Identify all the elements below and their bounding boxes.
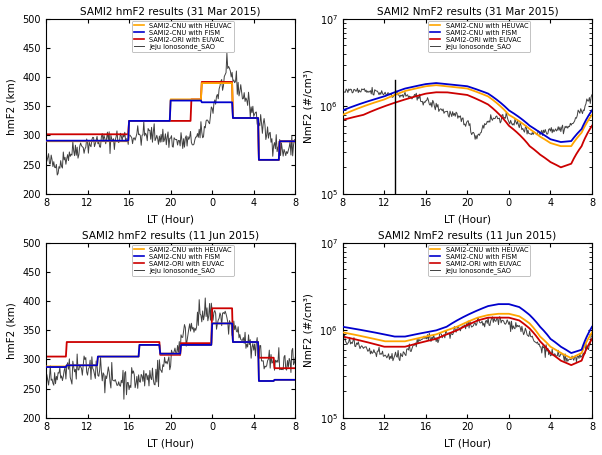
Y-axis label: hmF2 (km): hmF2 (km) [7, 302, 17, 359]
Legend: SAMI2-CNU with HEUVAC, SAMI2-CNU with FISM, SAMI2-ORI with EUVAC, Jeju Ionosonde: SAMI2-CNU with HEUVAC, SAMI2-CNU with FI… [132, 245, 234, 277]
Legend: SAMI2-CNU with HEUVAC, SAMI2-CNU with FISM, SAMI2-ORI with EUVAC, Jeju Ionosonde: SAMI2-CNU with HEUVAC, SAMI2-CNU with FI… [132, 20, 234, 52]
Y-axis label: hmF2 (km): hmF2 (km) [7, 78, 17, 135]
Title: SAMI2 hmF2 results (31 Mar 2015): SAMI2 hmF2 results (31 Mar 2015) [81, 7, 261, 17]
Title: SAMI2 hmF2 results (11 Jun 2015): SAMI2 hmF2 results (11 Jun 2015) [82, 231, 259, 241]
X-axis label: LT (Hour): LT (Hour) [147, 438, 194, 448]
Title: SAMI2 NmF2 results (31 Mar 2015): SAMI2 NmF2 results (31 Mar 2015) [376, 7, 558, 17]
X-axis label: LT (Hour): LT (Hour) [147, 214, 194, 224]
X-axis label: LT (Hour): LT (Hour) [444, 214, 491, 224]
X-axis label: LT (Hour): LT (Hour) [444, 438, 491, 448]
Legend: SAMI2-CNU with HEUVAC, SAMI2-CNU with FISM, SAMI2-ORI with EUVAC, Jeju Ionosonde: SAMI2-CNU with HEUVAC, SAMI2-CNU with FI… [428, 245, 530, 277]
Y-axis label: NmF2 (#/cm³): NmF2 (#/cm³) [304, 70, 314, 143]
Legend: SAMI2-CNU with HEUVAC, SAMI2-CNU with FISM, SAMI2-ORI with EUVAC, Jeju Ionosonde: SAMI2-CNU with HEUVAC, SAMI2-CNU with FI… [428, 20, 530, 52]
Y-axis label: NmF2 (#/cm³): NmF2 (#/cm³) [304, 293, 314, 367]
Title: SAMI2 NmF2 results (11 Jun 2015): SAMI2 NmF2 results (11 Jun 2015) [378, 231, 556, 241]
